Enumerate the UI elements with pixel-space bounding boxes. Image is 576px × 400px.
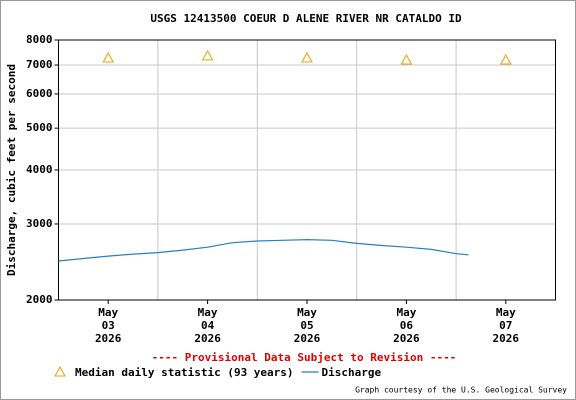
x-tick-label: May	[198, 306, 218, 319]
x-tick-label: 03	[102, 319, 115, 332]
y-tick-label: 3000	[26, 217, 53, 230]
legend-label: Median daily statistic (93 years)	[75, 366, 294, 379]
x-tick-label: 2026	[393, 332, 420, 345]
x-tick-label: May	[98, 306, 118, 319]
median-marker	[201, 49, 214, 61]
y-tick-label: 7000	[26, 58, 53, 71]
x-tick-label: 04	[201, 319, 215, 332]
x-tick-label: 07	[499, 319, 512, 332]
chart-title: USGS 12413500 COEUR D ALENE RIVER NR CAT…	[150, 12, 462, 25]
y-tick-label: 2000	[26, 293, 53, 306]
y-tick-label: 6000	[26, 87, 53, 100]
x-tick-label: 2026	[294, 332, 321, 345]
median-marker	[400, 53, 413, 65]
x-tick-label: 2026	[493, 332, 520, 345]
x-tick-label: May	[396, 306, 416, 319]
footer: Graph courtesy of the U.S. Geological Su…	[355, 386, 567, 395]
legend-marker	[54, 365, 66, 377]
plot-border	[58, 39, 556, 301]
x-tick-label: 06	[400, 319, 414, 332]
legend-label: Discharge	[322, 366, 382, 379]
annotation: ---- Provisional Data Subject to Revisio…	[152, 351, 457, 364]
y-tick-label: 4000	[26, 163, 53, 176]
x-tick-label: 05	[300, 319, 313, 332]
y-tick-label: 8000	[26, 33, 53, 46]
median-marker	[102, 51, 115, 63]
x-tick-label: 2026	[95, 332, 122, 345]
median-marker	[499, 53, 512, 65]
y-tick-label: 5000	[26, 121, 53, 134]
y-axis-label: Discharge, cubic feet per second	[5, 64, 18, 276]
median-marker	[301, 51, 313, 63]
x-tick-label: May	[496, 306, 516, 319]
x-tick-label: May	[297, 306, 317, 319]
discharge-line	[58, 238, 469, 262]
x-tick-label: 2026	[194, 332, 221, 345]
